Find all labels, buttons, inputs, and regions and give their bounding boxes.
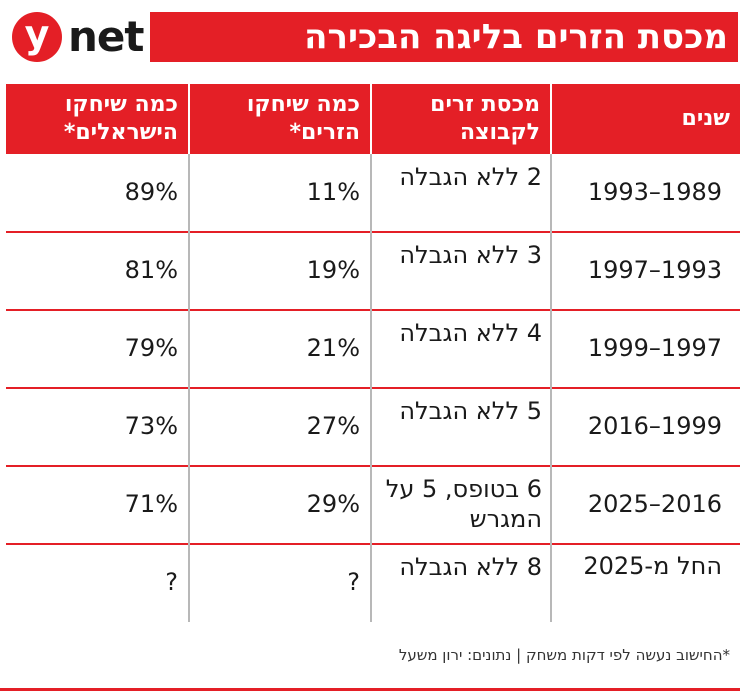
footer-line (0, 688, 740, 691)
column-divider (550, 154, 552, 622)
header: y net מכסת הזרים בליגה הבכירה (0, 0, 740, 70)
cell-years: 1997–1993 (552, 232, 740, 310)
cell-israeli: 71% (124, 490, 178, 518)
table-row: 2025–2016 6 בטופס, 5 על המגרש 29% 71% (0, 466, 740, 544)
page-title: מכסת הזרים בליגה הבכירה (304, 17, 728, 57)
header-foreign: כמה שיחקו הזרים* (190, 84, 370, 154)
footnote: *החישוב נעשה לפי דקות משחק | נתונים: ירו… (398, 646, 730, 664)
cell-years: 2016–1999 (552, 388, 740, 466)
cell-foreign: 21% (306, 334, 360, 362)
years-value: 1997–1993 (587, 256, 722, 284)
cell-years: 2025–2016 (552, 466, 740, 544)
cell-years: החל מ-2025 (583, 552, 722, 580)
title-bar: מכסת הזרים בליגה הבכירה (150, 12, 738, 62)
logo-word: net (68, 12, 144, 61)
years-value: 2016–1999 (587, 412, 722, 440)
cell-years: 1999–1997 (552, 310, 740, 388)
cell-quota: 2 ללא הגבלה (399, 163, 542, 191)
row-divider (6, 543, 740, 545)
years-value: 1999–1997 (587, 334, 722, 362)
cell-quota: 4 ללא הגבלה (399, 319, 542, 347)
cell-foreign: 19% (306, 256, 360, 284)
cell-israeli: 89% (124, 178, 178, 206)
row-divider (6, 309, 740, 311)
cell-israeli: 73% (124, 412, 178, 440)
cell-foreign: 27% (306, 412, 360, 440)
header-quota: מכסת זרים לקבוצה (372, 84, 550, 154)
table-row: החל מ-2025 8 ללא הגבלה ? ? (0, 544, 740, 622)
row-divider (6, 231, 740, 233)
row-divider (6, 387, 740, 389)
table-row: 1997–1993 3 ללא הגבלה 19% 81% (0, 232, 740, 310)
cell-quota: 3 ללא הגבלה (399, 241, 542, 269)
years-value: 1993–1989 (587, 178, 722, 206)
cell-israeli: 79% (124, 334, 178, 362)
cell-quota: 6 בטופס, 5 על המגרש (385, 475, 542, 533)
header-israeli: כמה שיחקו הישראלים* (6, 84, 188, 154)
cell-israeli: 81% (124, 256, 178, 284)
cell-quota: 8 ללא הגבלה (399, 553, 542, 581)
ynet-logo: y net (12, 12, 144, 62)
cell-foreign: ? (347, 568, 360, 596)
cell-foreign: 11% (306, 178, 360, 206)
column-divider (370, 154, 372, 622)
table-row: 1993–1989 2 ללא הגבלה 11% 89% (0, 154, 740, 232)
cell-foreign: 29% (306, 490, 360, 518)
quota-table: שנים מכסת זרים לקבוצה כמה שיחקו הזרים* כ… (0, 84, 740, 624)
cell-quota: 5 ללא הגבלה (399, 397, 542, 425)
cell-israeli: ? (165, 568, 178, 596)
years-value: 2025–2016 (587, 490, 722, 518)
table-row: 1999–1997 4 ללא הגבלה 21% 79% (0, 310, 740, 388)
header-years: שנים (552, 84, 740, 154)
logo-circle: y (12, 12, 62, 62)
table-row: 2016–1999 5 ללא הגבלה 27% 73% (0, 388, 740, 466)
row-divider (6, 465, 740, 467)
cell-years: 1993–1989 (552, 154, 740, 232)
column-divider (188, 154, 190, 622)
table-header-row: שנים מכסת זרים לקבוצה כמה שיחקו הזרים* כ… (0, 84, 740, 154)
